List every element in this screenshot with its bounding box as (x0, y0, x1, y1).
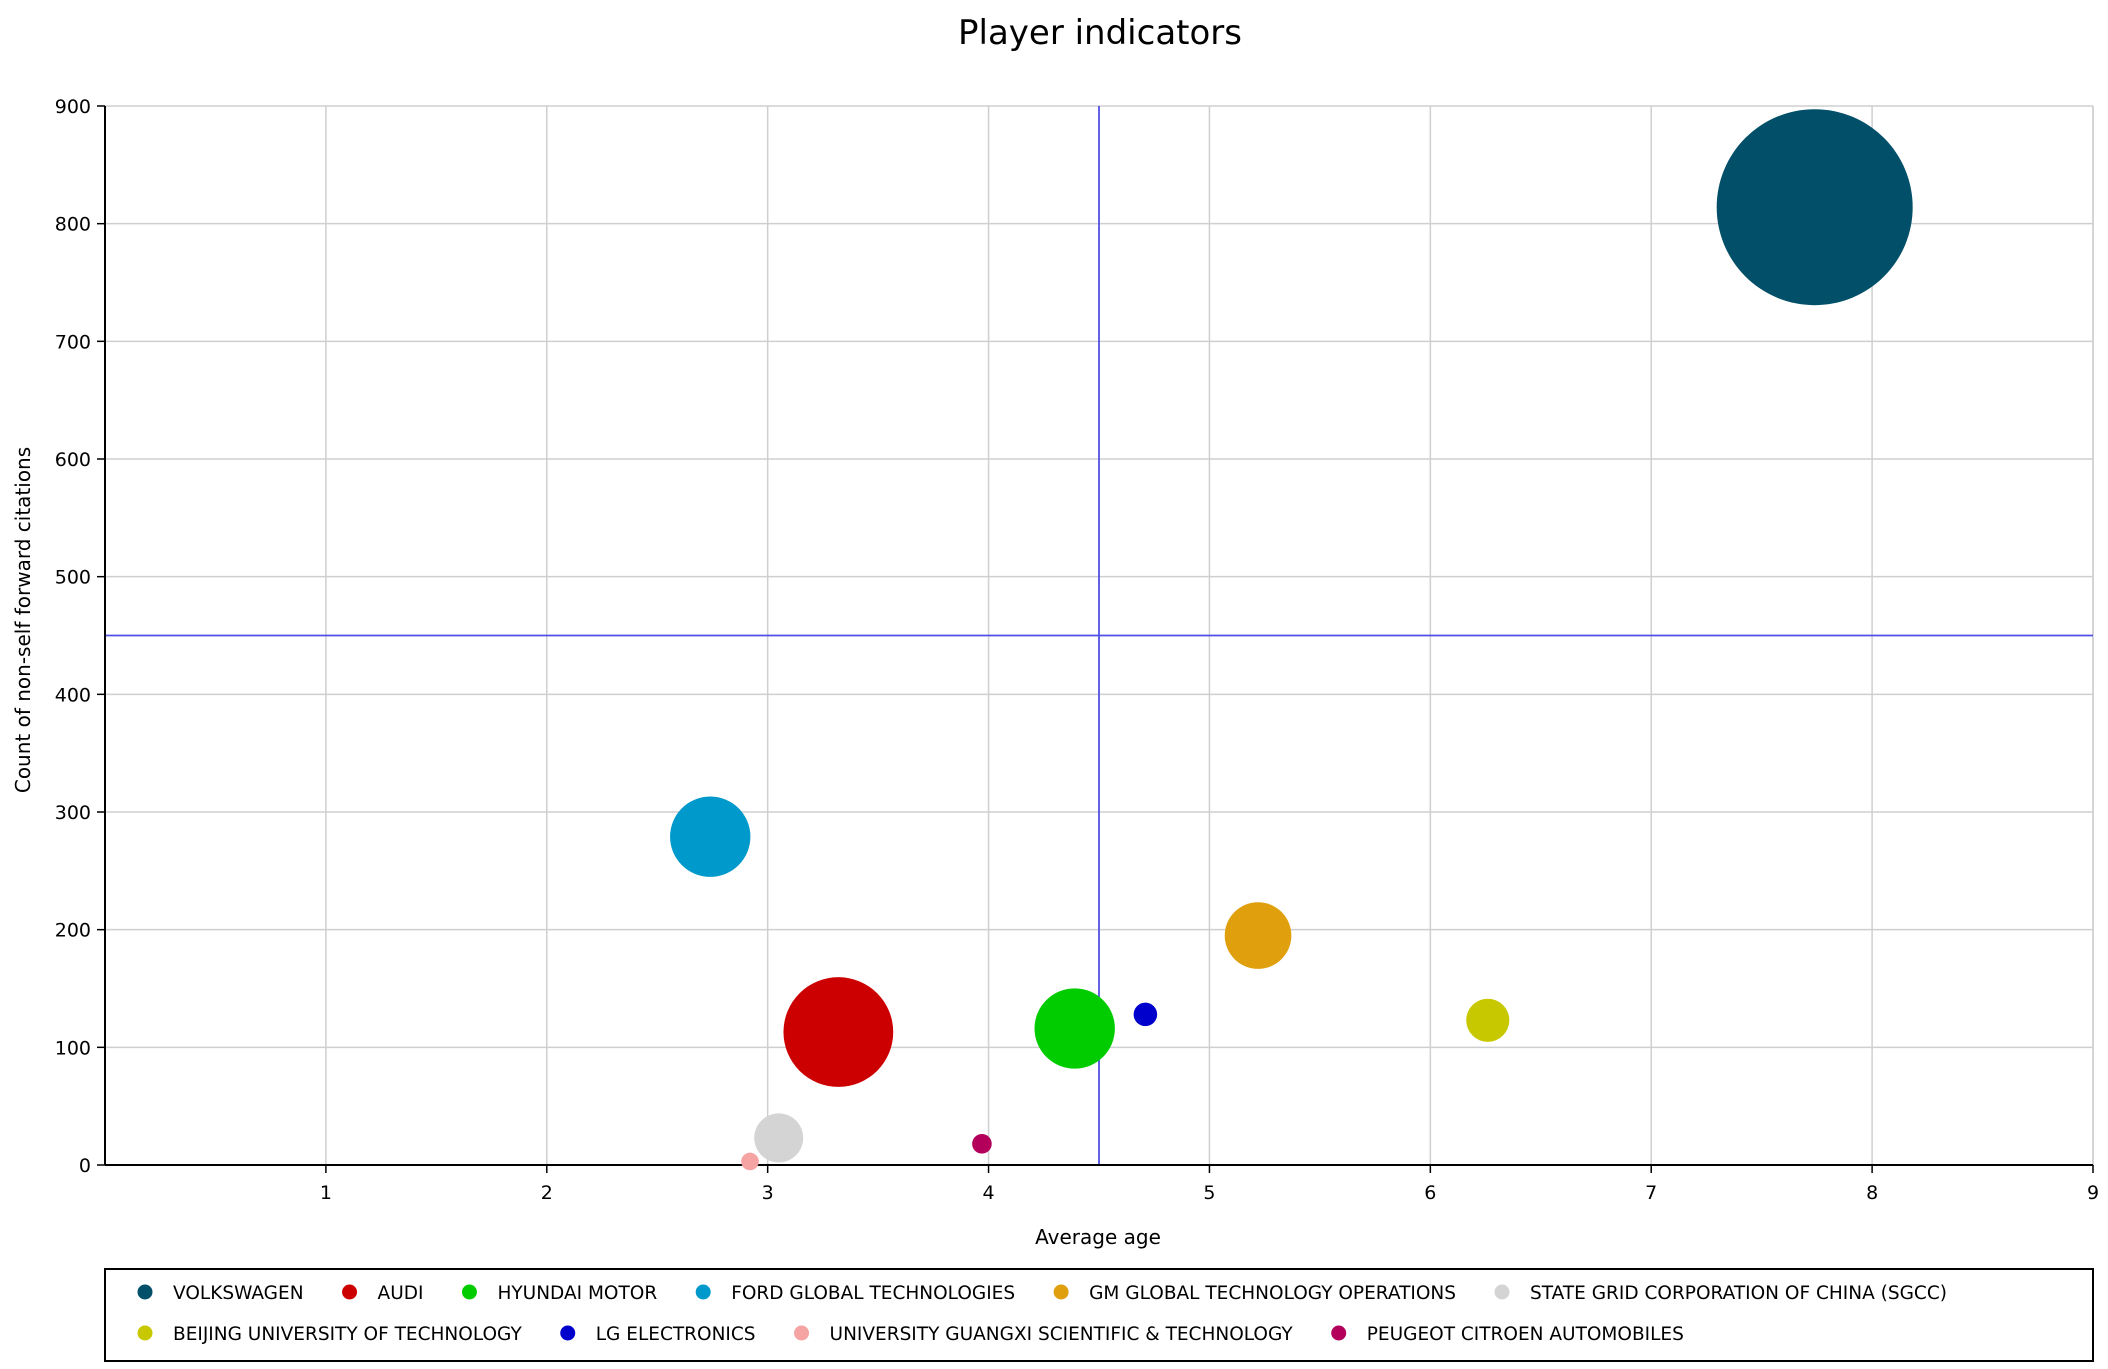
legend-label: LG ELECTRONICS (596, 1324, 756, 1345)
legend-marker (342, 1285, 357, 1300)
legend-marker (462, 1285, 477, 1300)
x-tick-label: 2 (541, 1182, 553, 1204)
y-axis-title: Count of non-self forward citations (11, 447, 35, 793)
bubble-point (972, 1134, 992, 1154)
x-tick-label: 7 (1645, 1182, 1657, 1204)
legend-label: STATE GRID CORPORATION OF CHINA (SGCC) (1530, 1283, 1947, 1304)
bubble-point (670, 797, 750, 877)
legend-label: PEUGEOT CITROEN AUTOMOBILES (1367, 1324, 1684, 1345)
y-tick-label: 300 (55, 802, 91, 824)
y-tick-label: 100 (55, 1037, 91, 1059)
y-tick-label: 600 (55, 449, 91, 471)
x-tick-label: 4 (983, 1182, 995, 1204)
bubbles (670, 109, 1913, 1170)
x-tick-label: 5 (1203, 1182, 1215, 1204)
x-tick-label: 9 (2087, 1182, 2099, 1204)
bubble-point (1466, 999, 1509, 1042)
bubble-point (754, 1113, 803, 1162)
y-tick-label: 500 (55, 567, 91, 589)
legend-marker (560, 1326, 575, 1341)
legend-label: VOLKSWAGEN (173, 1283, 304, 1304)
x-tick-label: 3 (762, 1182, 774, 1204)
legend: VOLKSWAGEN AUDI HYUNDAI MOTOR FORD GLOBAL T… (105, 1269, 2093, 1361)
legend-label: AUDI (378, 1283, 424, 1304)
chart-title: Player indicators (958, 13, 1242, 53)
x-axis-title: Average age (1035, 1225, 1161, 1249)
legend-label: BEIJING UNIVERSITY OF TECHNOLOGY (173, 1324, 522, 1345)
legend-label: GM GLOBAL TECHNOLOGY OPERATIONS (1089, 1283, 1456, 1304)
bubble-point (1134, 1003, 1158, 1027)
y-tick-label: 700 (55, 331, 91, 353)
bubble-point (1225, 902, 1292, 969)
legend-marker (794, 1326, 809, 1341)
bubble-point (1035, 988, 1115, 1068)
x-tick-label: 1 (320, 1182, 332, 1204)
legend-label: FORD GLOBAL TECHNOLOGIES (731, 1283, 1015, 1304)
y-tick-label: 900 (55, 96, 91, 118)
legend-marker (696, 1285, 711, 1300)
x-tick-label: 6 (1424, 1182, 1436, 1204)
y-tick-label: 0 (79, 1155, 91, 1177)
bubble-point (741, 1153, 759, 1171)
legend-label: UNIVERSITY GUANGXI SCIENTIFIC & TECHNOLO… (830, 1324, 1294, 1345)
legend-marker (1495, 1285, 1510, 1300)
legend-marker (1331, 1326, 1346, 1341)
x-tick-label: 8 (1866, 1182, 1878, 1204)
legend-label: HYUNDAI MOTOR (497, 1283, 657, 1304)
legend-marker (138, 1285, 153, 1300)
bubble-point (783, 977, 893, 1087)
bubble-point (1717, 109, 1913, 305)
legend-marker (138, 1326, 153, 1341)
y-tick-label: 800 (55, 214, 91, 236)
y-tick-label: 400 (55, 684, 91, 706)
legend-marker (1054, 1285, 1069, 1300)
y-tick-label: 200 (55, 920, 91, 942)
